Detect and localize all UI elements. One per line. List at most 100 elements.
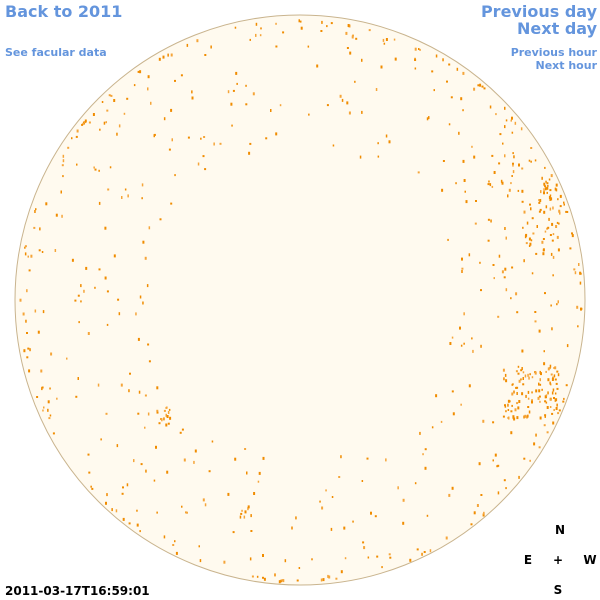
facula [499, 133, 502, 136]
facula [145, 469, 147, 473]
facula [36, 396, 39, 398]
facula [247, 505, 250, 509]
facula [549, 207, 552, 211]
facula [162, 55, 165, 59]
facula [321, 506, 324, 510]
facula [546, 191, 548, 194]
facula [534, 371, 537, 375]
facula [479, 83, 482, 87]
facula [507, 194, 509, 198]
facula [75, 395, 78, 398]
facula [340, 570, 343, 574]
facula [414, 67, 417, 70]
previous-day-link[interactable]: Previous day [481, 2, 598, 21]
facula [308, 113, 310, 116]
facula [523, 415, 525, 419]
facula [311, 558, 313, 561]
facula [554, 378, 557, 381]
facula [442, 160, 445, 162]
facula [76, 129, 79, 133]
facula [235, 71, 238, 75]
facula [557, 198, 559, 201]
facula [505, 410, 507, 413]
facula [281, 579, 284, 582]
facula [543, 182, 546, 186]
facula [41, 251, 44, 253]
facula [121, 492, 124, 495]
facula [556, 303, 558, 306]
facula [516, 416, 519, 420]
facula [544, 230, 547, 233]
facula [319, 500, 321, 503]
facula [230, 102, 233, 106]
facula [540, 190, 542, 194]
facula [553, 397, 555, 399]
facula [296, 579, 299, 582]
facula [545, 396, 547, 399]
facula [347, 24, 350, 27]
facula [47, 400, 50, 404]
next-day-link[interactable]: Next day [517, 19, 598, 38]
facula [528, 245, 531, 247]
facula [88, 471, 91, 474]
facula [22, 312, 25, 316]
facula [245, 84, 247, 87]
facula [451, 336, 454, 339]
facula [35, 208, 37, 211]
facula [523, 210, 526, 214]
facula [482, 419, 485, 423]
facula [512, 164, 514, 167]
facula [47, 408, 49, 412]
facula [98, 201, 101, 205]
facula [563, 201, 565, 204]
facula [504, 154, 506, 158]
facular-link[interactable]: See facular data [5, 46, 107, 59]
facula [542, 238, 545, 240]
facula [38, 249, 41, 252]
facula [298, 19, 300, 23]
back-link[interactable]: Back to 2011 [5, 2, 122, 21]
facula [339, 94, 342, 98]
facula [227, 90, 230, 94]
facula [117, 298, 120, 301]
facula [60, 190, 62, 194]
facula [320, 30, 323, 32]
facula [517, 406, 520, 410]
facula [462, 71, 465, 75]
facula [528, 376, 530, 380]
facula [474, 222, 477, 225]
facula [128, 389, 130, 393]
facula [348, 111, 351, 115]
facula [156, 511, 158, 514]
facula [559, 194, 562, 198]
facula [534, 159, 537, 162]
previous-hour-link[interactable]: Previous hour [511, 46, 598, 59]
facula [234, 26, 237, 29]
facula [75, 135, 78, 138]
facula [118, 124, 121, 128]
facula [497, 315, 500, 318]
next-hour-link[interactable]: Next hour [536, 59, 598, 72]
facula [510, 297, 512, 300]
facula [522, 383, 525, 386]
facula [460, 97, 463, 101]
facula [514, 408, 517, 412]
facula [579, 271, 582, 275]
facula [492, 459, 494, 462]
facula [359, 155, 362, 159]
facula [166, 470, 169, 474]
facula [563, 397, 565, 400]
facula [137, 412, 140, 415]
facula [168, 408, 171, 411]
facula [414, 47, 417, 51]
facula [66, 357, 68, 360]
facula [87, 332, 90, 335]
facula [576, 305, 579, 309]
facula [543, 188, 545, 192]
facula [558, 409, 561, 412]
facula [574, 271, 577, 275]
facula [91, 487, 94, 490]
facula [262, 576, 264, 579]
facula [419, 431, 421, 435]
facula [181, 428, 184, 431]
